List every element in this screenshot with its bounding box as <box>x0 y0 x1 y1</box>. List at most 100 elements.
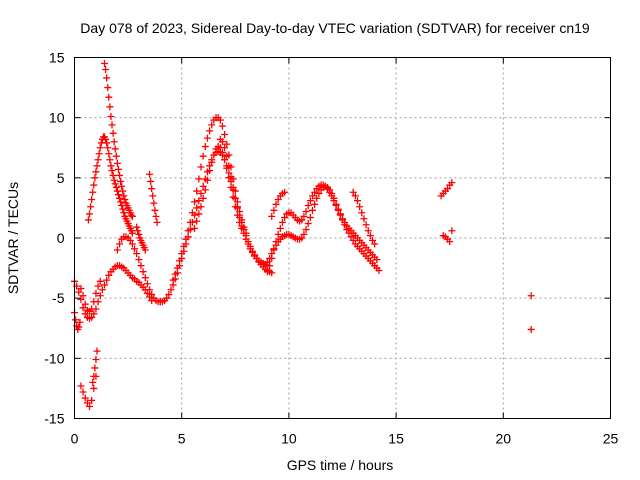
data-point <box>278 218 286 226</box>
data-point <box>127 211 135 219</box>
data-point <box>248 248 256 256</box>
data-point <box>75 288 83 296</box>
x-tick-label: 10 <box>281 431 297 447</box>
gridlines <box>74 57 611 419</box>
data-point <box>339 215 346 223</box>
axis-ticks <box>74 57 611 419</box>
data-point <box>116 171 124 179</box>
data-point <box>304 220 312 228</box>
data-point <box>89 188 97 196</box>
data-point <box>182 235 190 243</box>
data-point <box>281 188 289 196</box>
data-point <box>133 223 141 231</box>
data-point <box>201 143 209 151</box>
data-point <box>120 192 128 200</box>
data-point <box>448 227 456 235</box>
data-point <box>111 180 119 188</box>
data-point <box>216 116 224 124</box>
data-point <box>298 234 306 242</box>
data-point <box>84 216 92 224</box>
y-tick-label: 10 <box>49 110 65 126</box>
data-point <box>167 286 175 294</box>
data-point <box>81 394 89 402</box>
data-point <box>90 310 98 318</box>
data-point <box>308 206 316 214</box>
data-point <box>203 134 211 142</box>
data-point <box>330 194 338 202</box>
series-track-h <box>113 233 164 306</box>
data-point <box>364 227 372 235</box>
data-point <box>191 198 199 206</box>
data-point <box>102 66 110 74</box>
series-track-n <box>216 135 271 270</box>
data-point <box>143 280 151 288</box>
x-tick-label: 25 <box>603 431 619 447</box>
series-track-g <box>101 60 136 220</box>
series-track-j <box>146 170 161 226</box>
data-point <box>90 298 98 306</box>
data-point <box>238 222 246 230</box>
data-point <box>103 139 111 147</box>
data-point <box>77 382 85 390</box>
data-point <box>191 224 199 232</box>
data-point <box>147 177 155 185</box>
data-point <box>371 240 379 248</box>
data-point <box>195 197 203 205</box>
data-point <box>199 182 207 190</box>
data-point <box>153 218 161 226</box>
data-point <box>171 270 179 278</box>
data-point <box>114 191 122 199</box>
data-point <box>306 197 314 205</box>
series-track-e <box>77 277 104 315</box>
series-track-s <box>437 179 456 200</box>
data-point <box>218 122 226 130</box>
data-point <box>203 176 211 184</box>
data-point <box>308 192 316 200</box>
data-point <box>336 210 344 218</box>
data-point <box>197 189 205 197</box>
data-point <box>360 215 368 223</box>
data-point <box>210 151 218 159</box>
data-point <box>110 176 118 184</box>
data-point <box>98 286 106 294</box>
series-track-m <box>191 143 246 232</box>
data-point <box>268 212 276 220</box>
data-point <box>268 269 276 277</box>
data-point <box>227 173 235 181</box>
data-point <box>208 158 216 166</box>
data-point <box>110 138 118 146</box>
data-point <box>206 167 214 175</box>
data-point <box>527 325 535 333</box>
data-point <box>79 388 87 396</box>
data-point <box>246 245 254 253</box>
data-point <box>112 152 120 160</box>
data-point <box>274 230 282 238</box>
series-track-f <box>84 133 136 237</box>
data-point <box>139 268 147 276</box>
data-point <box>208 121 216 129</box>
data-point <box>302 208 310 216</box>
data-point <box>93 347 101 355</box>
data-point <box>121 195 129 203</box>
series-track-d <box>71 262 156 323</box>
data-point <box>313 194 321 202</box>
data-point <box>116 194 124 202</box>
data-point <box>81 310 89 318</box>
data-point <box>90 181 98 189</box>
data-point <box>334 205 342 213</box>
data-point <box>358 209 366 217</box>
data-point <box>223 152 231 160</box>
x-tick-label: 15 <box>388 431 404 447</box>
data-point <box>148 291 156 299</box>
data-point <box>193 204 201 212</box>
data-point <box>373 256 381 264</box>
data-point <box>332 200 340 208</box>
y-tick-label: -10 <box>44 350 64 366</box>
data-point <box>311 188 319 196</box>
data-point <box>86 210 94 218</box>
data-point <box>199 194 207 202</box>
series-track-b <box>77 372 100 410</box>
series-track-v <box>527 325 535 333</box>
data-point <box>184 227 192 235</box>
